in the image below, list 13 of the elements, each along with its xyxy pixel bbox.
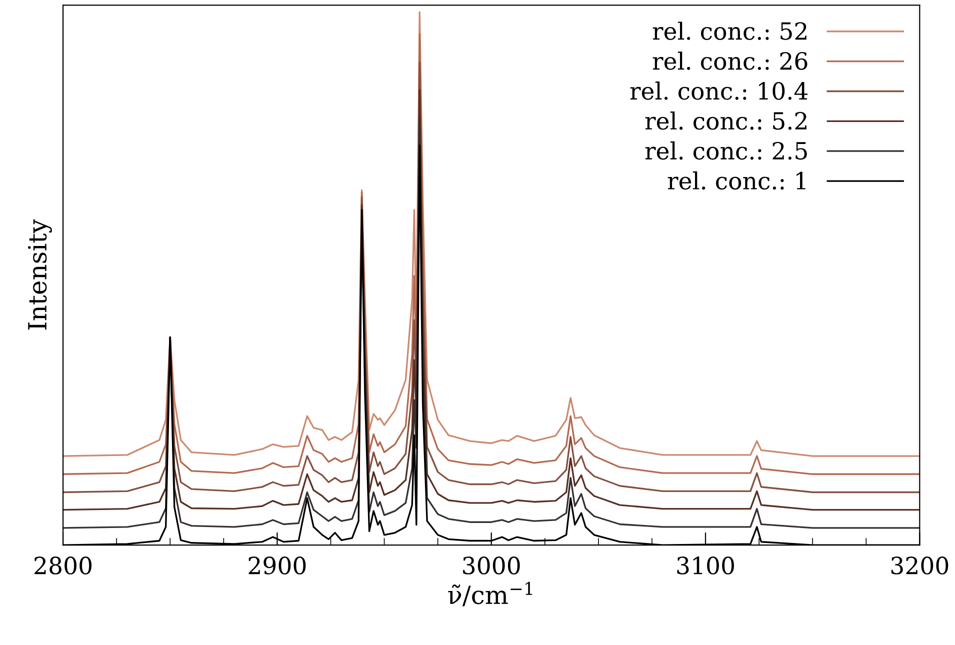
legend-label: rel. conc.: 10.4 [630, 82, 808, 100]
x-tick-label: 2800 [34, 556, 92, 574]
x-tick-label: 2900 [248, 556, 306, 574]
legend-label: rel. conc.: 1 [668, 171, 806, 190]
x-axis-title: ν̃/cm$^{−1}$ [448, 582, 532, 606]
x-tick-label: 3100 [677, 556, 734, 574]
legend-label: rel. conc.: 52 [652, 22, 806, 40]
legend-label: rel. conc.: 2.5 [645, 141, 807, 160]
x-tick-label: 3000 [463, 556, 520, 574]
legend-label: rel. conc.: 5.2 [645, 111, 806, 130]
x-tick-label: 3200 [891, 556, 948, 574]
legend-label: rel. conc.: 26 [652, 52, 808, 70]
y-axis-title: Intensity [28, 219, 52, 330]
